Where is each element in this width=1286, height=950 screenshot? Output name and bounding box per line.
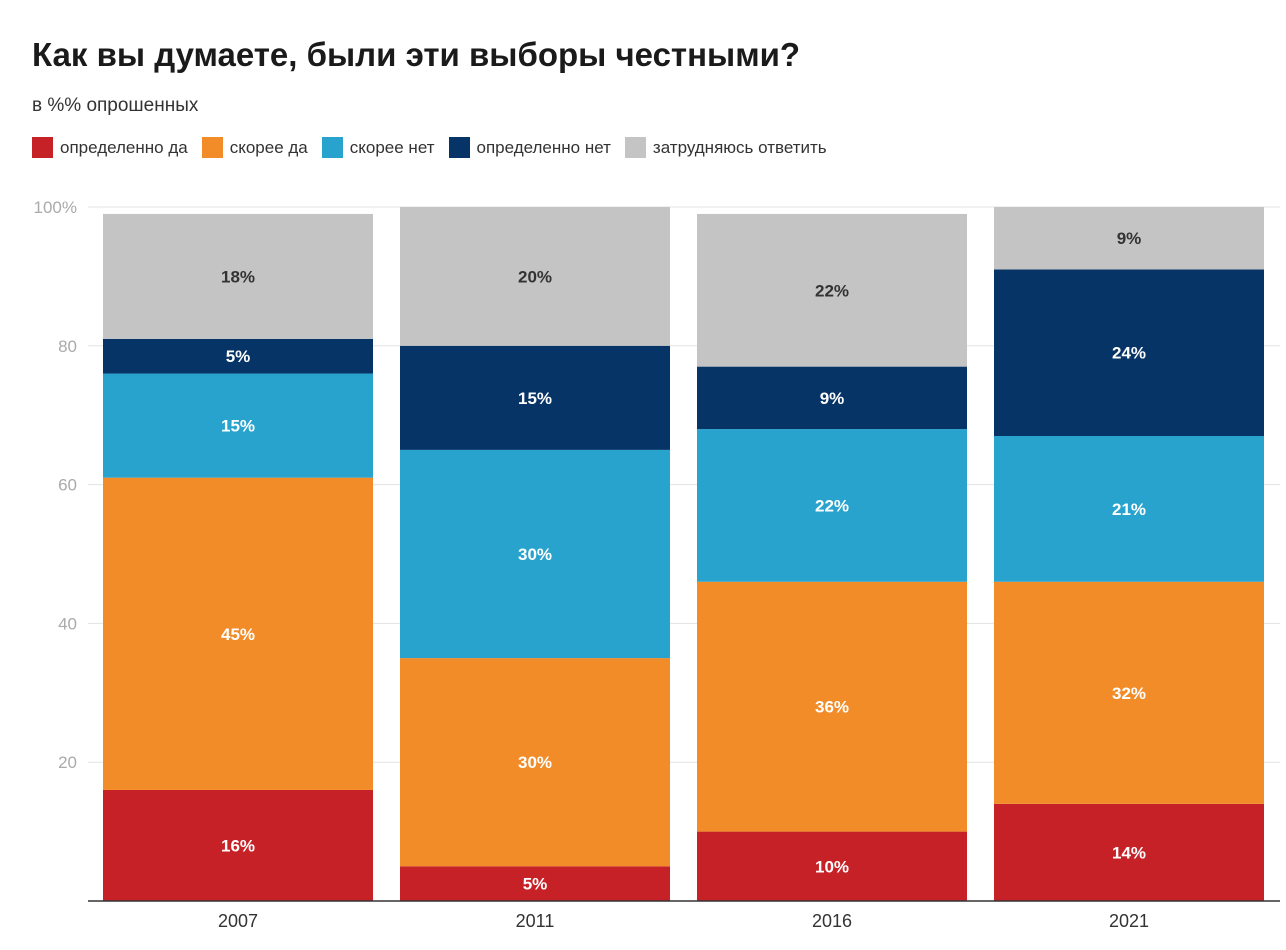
bar-segment [697,429,967,582]
data-label: 30% [518,753,552,772]
data-label: 10% [815,857,849,876]
legend-item-4: затрудняюсь ответить [624,137,827,158]
y-tick-label: 100% [34,198,77,217]
data-label: 30% [518,545,552,564]
bar-segment [697,366,967,430]
data-label: 45% [221,625,255,644]
legend-label: определенно нет [476,137,611,157]
data-label: 15% [518,389,552,408]
bar-segment [103,338,373,374]
legend-swatch [321,137,343,158]
data-label: 21% [1112,500,1146,519]
bar-segment [994,803,1264,901]
x-tick-label: 2011 [516,911,555,931]
bar-segment [103,477,373,790]
legend-label: определенно да [60,137,188,157]
legend-swatch [624,137,646,158]
data-label: 16% [221,836,255,855]
bar-segment [697,831,967,901]
bar-segment [400,449,670,659]
bar-segment [103,789,373,901]
x-tick-label: 2007 [218,911,258,931]
data-label: 14% [1112,843,1146,862]
data-label: 15% [221,417,255,436]
bar-segment [994,581,1264,804]
data-label: 32% [1112,684,1146,703]
bar-segment [400,207,670,346]
legend-swatch [448,137,470,158]
legend-swatch [201,137,223,158]
data-label: 5% [523,875,548,894]
bar-segment [994,436,1264,582]
data-label: 22% [815,281,849,300]
y-tick-label: 60 [58,476,77,495]
y-tick-label: 20 [58,753,77,772]
y-tick-label: 40 [58,614,77,633]
bar-segment [400,866,670,901]
bar-segment [103,213,373,339]
bar-segment [103,373,373,478]
legend-item-1: скорее да [201,137,308,158]
legend-item-2: скорее нет [321,137,435,158]
data-label: 36% [815,698,849,717]
data-label: 5% [226,347,251,366]
bar-segment [994,207,1264,270]
bar-segment [400,658,670,867]
legend-item-3: определенно нет [448,137,611,158]
data-label: 9% [1117,229,1142,248]
legend-swatch [32,137,53,158]
chart-subtitle: в %% опрошенных [32,95,199,116]
legend-item-0: определенно да [32,137,188,158]
chart-title: Как вы думаете, были эти выборы честными… [32,36,801,73]
data-label: 20% [518,267,552,286]
data-label: 24% [1112,344,1146,363]
legend-label: затрудняюсь ответить [652,137,827,157]
bar-segment [697,581,967,832]
chart-legend: определенно да скорее да скорее нет определ… [32,137,841,158]
bar-segment [994,269,1264,437]
x-tick-label: 2016 [812,911,852,931]
legend-label: скорее нет [349,137,435,157]
data-label: 22% [815,496,849,515]
bar-segment [400,345,670,450]
bar-segment [697,213,967,367]
x-tick-label: 2021 [1109,911,1149,931]
data-label: 9% [820,389,845,408]
y-tick-label: 80 [58,337,77,356]
data-label: 18% [221,267,255,286]
legend-label: скорее да [229,137,308,157]
